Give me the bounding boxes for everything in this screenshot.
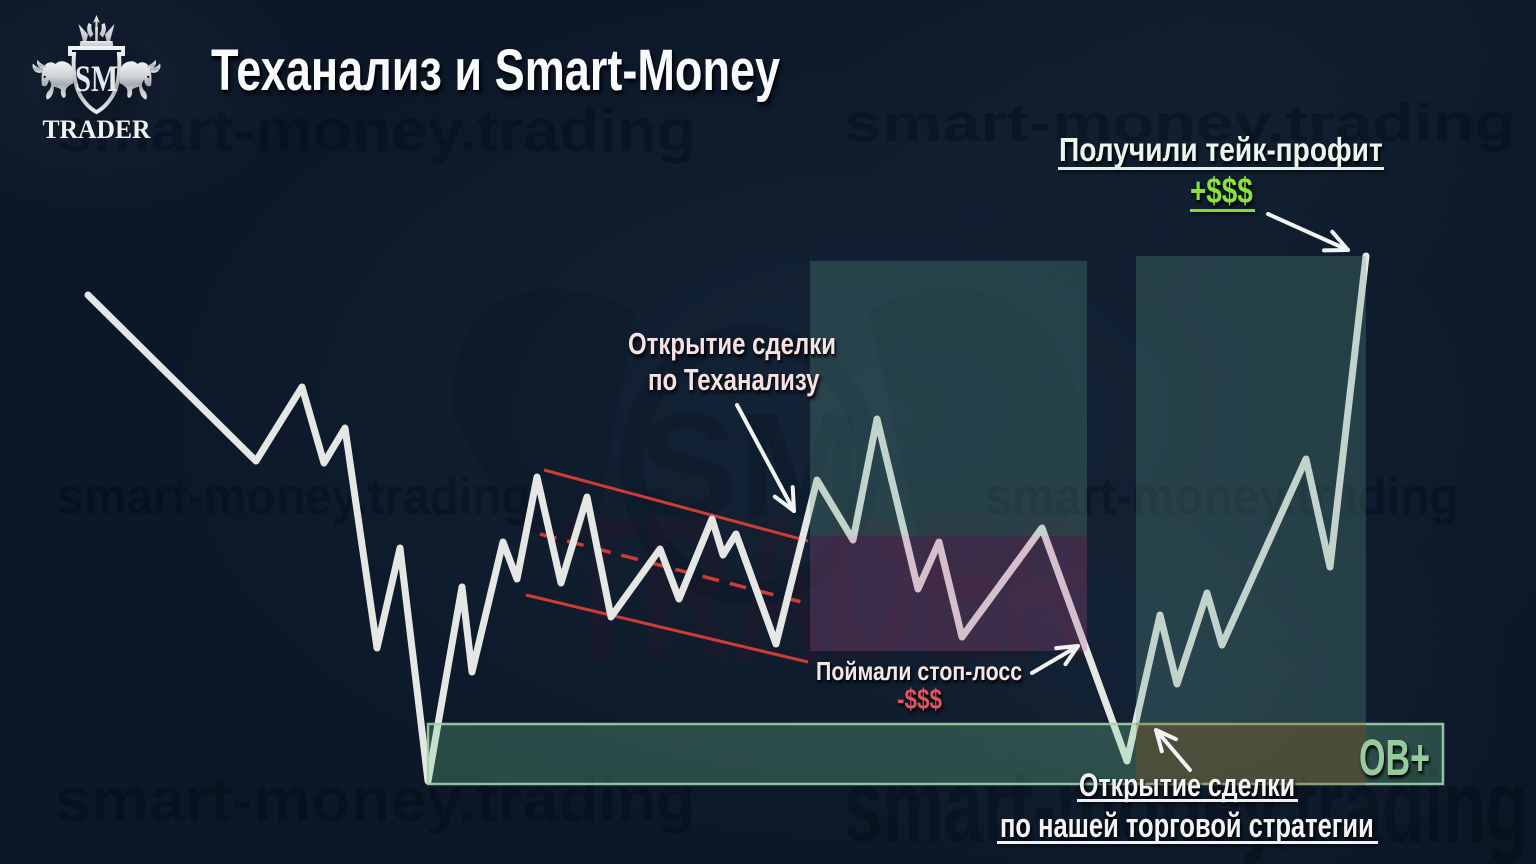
svg-text:SM: SM	[638, 382, 863, 550]
svg-text:SM: SM	[75, 59, 118, 100]
svg-text:TRADER: TRADER	[562, 470, 1096, 704]
svg-text:TRADER: TRADER	[43, 115, 151, 144]
